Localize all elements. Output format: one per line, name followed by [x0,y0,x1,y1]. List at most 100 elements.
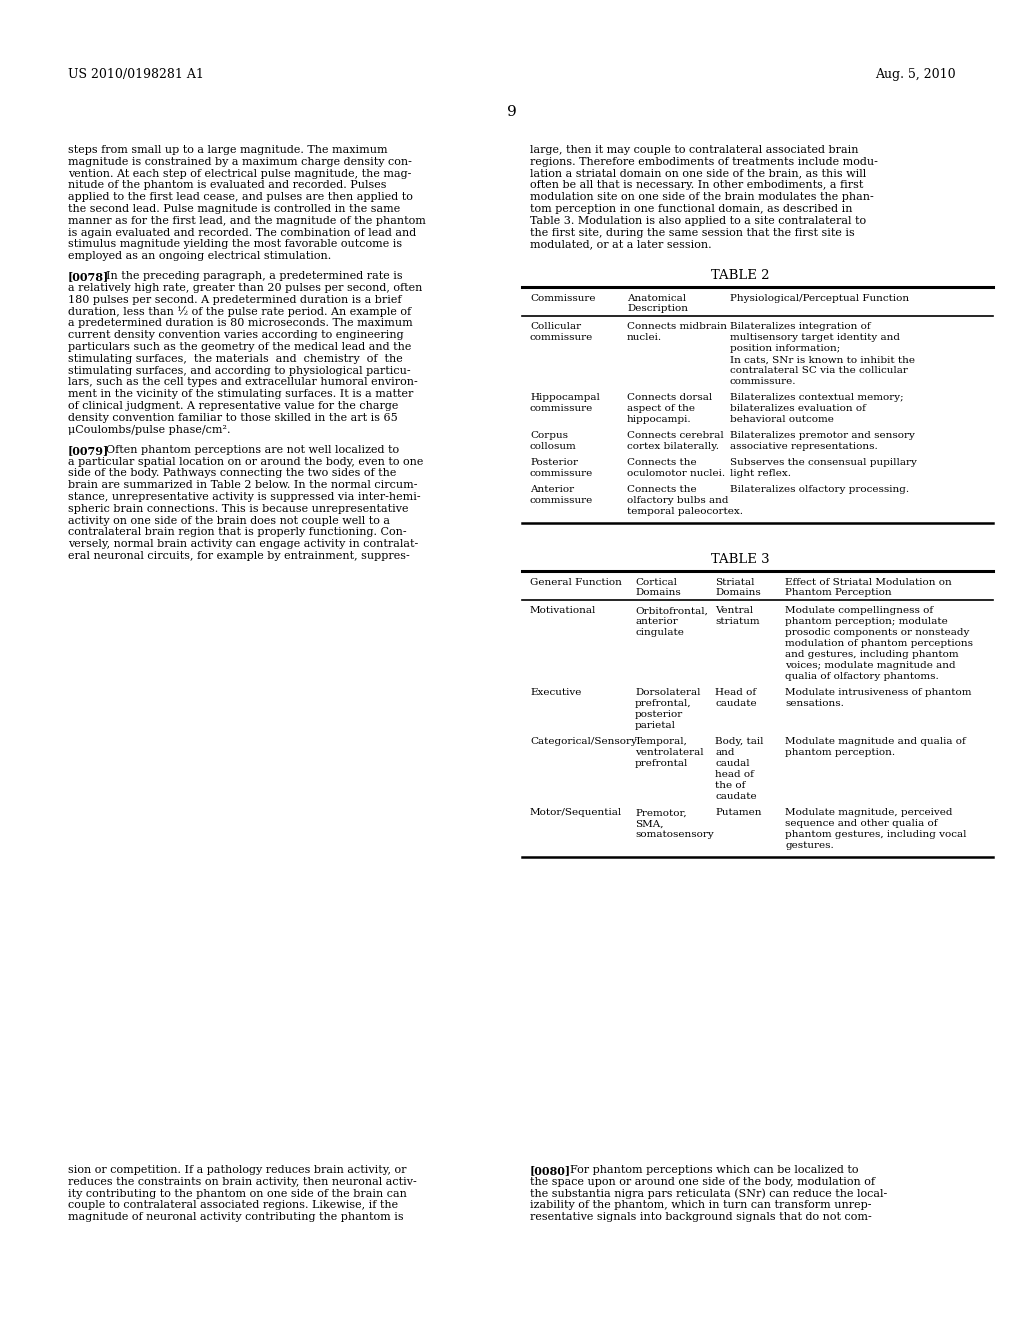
Text: steps from small up to a large magnitude. The maximum: steps from small up to a large magnitude… [68,145,388,154]
Text: 9: 9 [507,106,517,119]
Text: Physiological/Perceptual Function: Physiological/Perceptual Function [730,294,909,304]
Text: Body, tail: Body, tail [715,737,764,746]
Text: Categorical/Sensory: Categorical/Sensory [530,737,637,746]
Text: striatum: striatum [715,618,760,626]
Text: lation a striatal domain on one side of the brain, as this will: lation a striatal domain on one side of … [530,169,866,178]
Text: Ventral: Ventral [715,606,753,615]
Text: caudal: caudal [715,759,750,768]
Text: position information;: position information; [730,345,841,354]
Text: TABLE 2: TABLE 2 [711,269,769,282]
Text: lars, such as the cell types and extracellular humoral environ-: lars, such as the cell types and extrace… [68,378,418,388]
Text: Dorsolateral: Dorsolateral [635,688,700,697]
Text: associative representations.: associative representations. [730,442,878,451]
Text: Phantom Perception: Phantom Perception [785,589,892,597]
Text: oculomotor nuclei.: oculomotor nuclei. [627,469,725,478]
Text: TABLE 3: TABLE 3 [711,553,769,566]
Text: Motor/Sequential: Motor/Sequential [530,808,623,817]
Text: 180 pulses per second. A predetermined duration is a brief: 180 pulses per second. A predetermined d… [68,294,401,305]
Text: vention. At each step of electrical pulse magnitude, the mag-: vention. At each step of electrical puls… [68,169,412,178]
Text: anterior: anterior [635,618,678,626]
Text: density convention familiar to those skilled in the art is 65: density convention familiar to those ski… [68,413,397,422]
Text: contralateral SC via the collicular: contralateral SC via the collicular [730,366,908,375]
Text: [0080]: [0080] [530,1166,571,1176]
Text: resentative signals into background signals that do not com-: resentative signals into background sign… [530,1212,871,1222]
Text: particulars such as the geometry of the medical lead and the: particulars such as the geometry of the … [68,342,412,352]
Text: temporal paleocortex.: temporal paleocortex. [627,507,743,516]
Text: head of: head of [715,770,754,779]
Text: current density convention varies according to engineering: current density convention varies accord… [68,330,403,341]
Text: US 2010/0198281 A1: US 2010/0198281 A1 [68,69,204,81]
Text: ment in the vicinity of the stimulating surfaces. It is a matter: ment in the vicinity of the stimulating … [68,389,414,399]
Text: ventrolateral: ventrolateral [635,748,703,758]
Text: Description: Description [627,304,688,313]
Text: and: and [715,748,734,758]
Text: qualia of olfactory phantoms.: qualia of olfactory phantoms. [785,672,939,681]
Text: modulation of phantom perceptions: modulation of phantom perceptions [785,639,973,648]
Text: cortex bilaterally.: cortex bilaterally. [627,442,719,451]
Text: Striatal: Striatal [715,578,755,587]
Text: Premotor,: Premotor, [635,808,687,817]
Text: Modulate magnitude and qualia of: Modulate magnitude and qualia of [785,737,966,746]
Text: commissure: commissure [530,496,593,506]
Text: Modulate magnitude, perceived: Modulate magnitude, perceived [785,808,952,817]
Text: [0078]: [0078] [68,272,110,282]
Text: General Function: General Function [530,578,622,587]
Text: manner as for the first lead, and the magnitude of the phantom: manner as for the first lead, and the ma… [68,215,426,226]
Text: phantom perception.: phantom perception. [785,748,895,758]
Text: olfactory bulbs and: olfactory bulbs and [627,496,728,506]
Text: commissure: commissure [530,333,593,342]
Text: nitude of the phantom is evaluated and recorded. Pulses: nitude of the phantom is evaluated and r… [68,181,386,190]
Text: prosodic components or nonsteady: prosodic components or nonsteady [785,628,970,638]
Text: modulated, or at a later session.: modulated, or at a later session. [530,239,712,249]
Text: stimulus magnitude yielding the most favorable outcome is: stimulus magnitude yielding the most fav… [68,239,402,249]
Text: stimulating surfaces,  the materials  and  chemistry  of  the: stimulating surfaces, the materials and … [68,354,402,364]
Text: Commissure: Commissure [530,294,596,304]
Text: and gestures, including phantom: and gestures, including phantom [785,651,958,659]
Text: applied to the first lead cease, and pulses are then applied to: applied to the first lead cease, and pul… [68,193,413,202]
Text: Modulate intrusiveness of phantom: Modulate intrusiveness of phantom [785,688,972,697]
Text: Collicular: Collicular [530,322,582,331]
Text: Bilateralizes olfactory processing.: Bilateralizes olfactory processing. [730,486,909,494]
Text: Connects the: Connects the [627,486,696,494]
Text: Often phantom perceptions are not well localized to: Often phantom perceptions are not well l… [106,445,399,454]
Text: aspect of the: aspect of the [627,404,695,413]
Text: Bilateralizes contextual memory;: Bilateralizes contextual memory; [730,393,903,403]
Text: magnitude of neuronal activity contributing the phantom is: magnitude of neuronal activity contribut… [68,1212,403,1222]
Text: Aug. 5, 2010: Aug. 5, 2010 [876,69,956,81]
Text: a relatively high rate, greater than 20 pulses per second, often: a relatively high rate, greater than 20 … [68,282,422,293]
Text: side of the body. Pathways connecting the two sides of the: side of the body. Pathways connecting th… [68,469,396,478]
Text: In cats, SNr is known to inhibit the: In cats, SNr is known to inhibit the [730,355,915,364]
Text: sequence and other qualia of: sequence and other qualia of [785,820,938,828]
Text: Connects dorsal: Connects dorsal [627,393,713,403]
Text: sensations.: sensations. [785,700,844,709]
Text: caudate: caudate [715,792,757,801]
Text: Orbitofrontal,: Orbitofrontal, [635,606,708,615]
Text: is again evaluated and recorded. The combination of lead and: is again evaluated and recorded. The com… [68,227,416,238]
Text: Bilateralizes integration of: Bilateralizes integration of [730,322,870,331]
Text: contralateral brain region that is properly functioning. Con-: contralateral brain region that is prope… [68,527,407,537]
Text: activity on one side of the brain does not couple well to a: activity on one side of the brain does n… [68,516,390,525]
Text: gestures.: gestures. [785,841,834,850]
Text: Connects cerebral: Connects cerebral [627,432,724,440]
Text: large, then it may couple to contralateral associated brain: large, then it may couple to contralater… [530,145,858,154]
Text: Subserves the consensual pupillary: Subserves the consensual pupillary [730,458,916,467]
Text: cingulate: cingulate [635,628,684,638]
Text: caudate: caudate [715,700,757,709]
Text: phantom gestures, including vocal: phantom gestures, including vocal [785,830,967,840]
Text: the substantia nigra pars reticulata (SNr) can reduce the local-: the substantia nigra pars reticulata (SN… [530,1188,887,1199]
Text: parietal: parietal [635,721,676,730]
Text: eral neuronal circuits, for example by entrainment, suppres-: eral neuronal circuits, for example by e… [68,550,410,561]
Text: hippocampi.: hippocampi. [627,416,691,424]
Text: Executive: Executive [530,688,582,697]
Text: prefrontal: prefrontal [635,759,688,768]
Text: behavioral outcome: behavioral outcome [730,416,834,424]
Text: Hippocampal: Hippocampal [530,393,600,403]
Text: multisensory target identity and: multisensory target identity and [730,333,900,342]
Text: brain are summarized in Table 2 below. In the normal circum-: brain are summarized in Table 2 below. I… [68,480,418,490]
Text: of clinical judgment. A representative value for the charge: of clinical judgment. A representative v… [68,401,398,411]
Text: Anterior: Anterior [530,486,574,494]
Text: Connects midbrain: Connects midbrain [627,322,727,331]
Text: couple to contralateral associated regions. Likewise, if the: couple to contralateral associated regio… [68,1200,398,1210]
Text: voices; modulate magnitude and: voices; modulate magnitude and [785,661,955,671]
Text: magnitude is constrained by a maximum charge density con-: magnitude is constrained by a maximum ch… [68,157,412,166]
